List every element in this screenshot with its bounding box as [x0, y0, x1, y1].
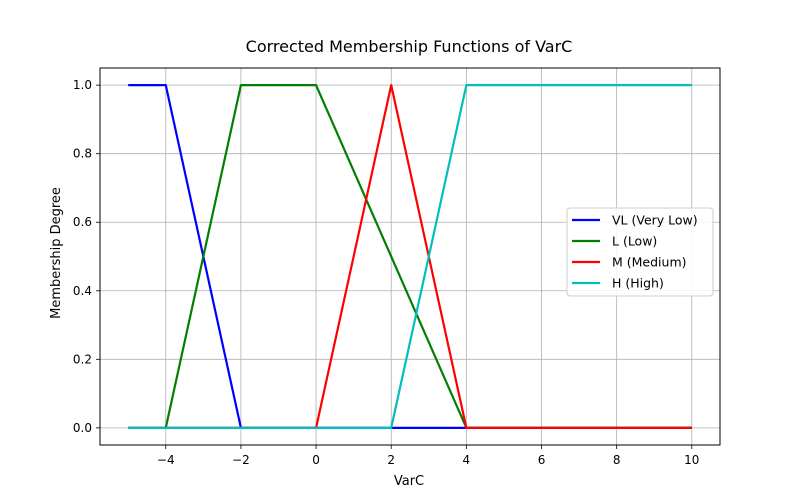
x-tick-label: 10 — [684, 453, 699, 467]
legend-label: L (Low) — [612, 234, 657, 249]
x-tick-label: 2 — [387, 453, 395, 467]
y-tick-label: 0.0 — [73, 421, 92, 435]
y-tick-label: 0.6 — [73, 215, 92, 229]
legend-label: M (Medium) — [612, 255, 687, 270]
chart-title: Corrected Membership Functions of VarC — [246, 37, 573, 56]
axis-ticks: −4 −2 0 2 4 6 8 10 0.0 0.2 0.4 0.6 0.8 1.0 — [73, 78, 700, 467]
y-tick-label: 1.0 — [73, 78, 92, 92]
x-axis-label: VarC — [394, 474, 424, 489]
y-tick-label: 0.4 — [73, 284, 92, 298]
series-lines — [128, 84, 692, 429]
y-axis-label: Membership Degree — [49, 187, 64, 319]
legend-box — [566, 207, 714, 297]
y-tick-label: 0.2 — [73, 352, 92, 366]
x-tick-label: 8 — [613, 453, 621, 467]
x-tick-label: −4 — [157, 453, 175, 467]
legend-label: VL (Very Low) — [612, 213, 698, 228]
series-line-3 — [128, 84, 692, 429]
x-tick-label: −2 — [232, 453, 250, 467]
legend-label: H (High) — [612, 276, 664, 291]
axes-frame — [99, 67, 721, 446]
y-tick-label: 0.8 — [73, 147, 92, 161]
legend: VL (Very Low) L (Low) M (Medium) H (High) — [566, 207, 714, 297]
x-tick-label: 4 — [463, 453, 471, 467]
x-tick-label: 6 — [538, 453, 546, 467]
x-tick-label: 0 — [312, 453, 320, 467]
